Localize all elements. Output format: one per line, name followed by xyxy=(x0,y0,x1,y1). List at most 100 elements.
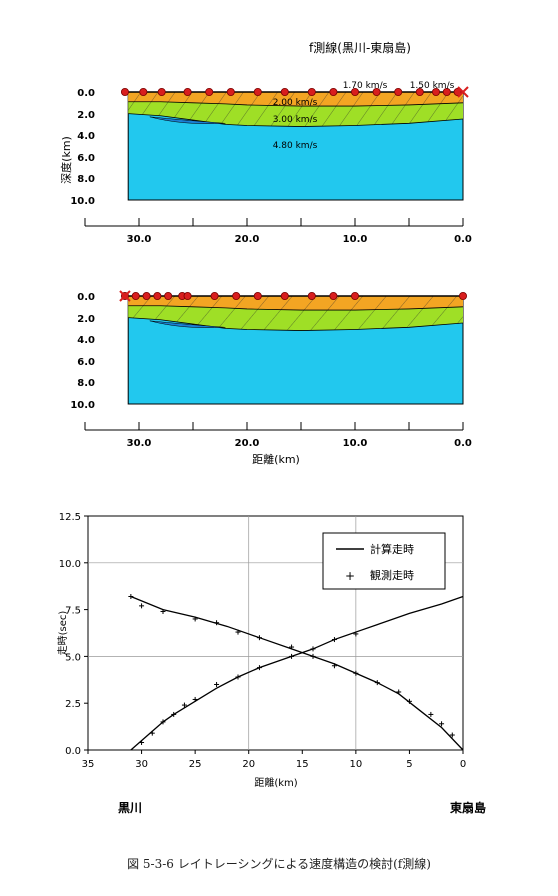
section1-ytick: 4.0 xyxy=(77,131,95,142)
section1-xtick: 30.0 xyxy=(127,234,152,245)
low-velocity-lens xyxy=(149,320,226,328)
observed-point xyxy=(181,702,187,708)
xtick-label: 35 xyxy=(82,759,95,770)
section2-ytick: 0.0 xyxy=(77,292,95,303)
shot-marker xyxy=(329,88,338,97)
interface-2 xyxy=(128,113,464,127)
calculated-travel-time-line xyxy=(130,595,464,751)
section2-ytick: 2.0 xyxy=(77,314,95,325)
figure-caption: 図 5-3-6 レイトレーシングによる速度構造の検討(f測線) xyxy=(127,857,431,871)
shot-marker xyxy=(120,88,129,97)
observed-point xyxy=(160,608,166,614)
section2-xlabel: 距離(km) xyxy=(252,452,300,466)
shot-marker xyxy=(329,291,338,300)
traveltime-chart: 35 30 25 20 15 10 5 0 0.0 2.5 5.0 7.5 10.0 12.5 計算走時 … xyxy=(57,512,486,815)
interface-2 xyxy=(128,317,464,331)
shot-marker xyxy=(153,291,162,300)
observed-point xyxy=(128,593,134,599)
legend-plus-symbol: + xyxy=(345,569,355,583)
legend-calc-label: 計算走時 xyxy=(370,542,414,556)
shot-marker xyxy=(350,291,359,300)
xtick-label: 30 xyxy=(135,759,148,770)
shot-marker xyxy=(307,291,316,300)
shot-marker xyxy=(131,291,140,300)
velocity-label-4: 3.00 km/s xyxy=(273,115,318,125)
plot-xlabel: 距離(km) xyxy=(254,776,297,789)
section1-xtick: 0.0 xyxy=(454,234,472,245)
shot-marker xyxy=(350,88,359,97)
section1-title: f測線(黒川-東扇島) xyxy=(309,40,411,55)
xtick-label: 0 xyxy=(460,759,466,770)
observed-point xyxy=(289,644,295,650)
plot-ylabel: 走時(sec) xyxy=(57,611,69,656)
shot-marker xyxy=(442,88,451,97)
shot-marker xyxy=(253,88,262,97)
observed-point xyxy=(214,620,220,626)
shot-marker xyxy=(372,88,381,97)
shot-marker xyxy=(183,88,192,97)
observed-point xyxy=(428,711,434,717)
receiver-x-icon xyxy=(457,86,469,98)
observed-point xyxy=(214,681,220,687)
observed-point xyxy=(449,732,455,738)
section2-xtick: 10.0 xyxy=(343,438,368,449)
observed-point xyxy=(160,719,166,725)
section1-ytick: 10.0 xyxy=(70,196,95,207)
shot-marker xyxy=(164,291,173,300)
section2-ytick: 6.0 xyxy=(77,357,95,368)
observed-point xyxy=(171,711,177,717)
legend-obs-label: 観測走時 xyxy=(370,568,414,582)
velocity-label-1: 1.70 km/s xyxy=(343,81,388,91)
ytick-label: 5.0 xyxy=(65,652,81,663)
velocity-label-5: 4.80 km/s xyxy=(273,141,318,151)
section2-xtick: 30.0 xyxy=(127,438,152,449)
shot-marker xyxy=(415,88,424,97)
observed-point xyxy=(139,740,145,746)
observed-point xyxy=(149,730,155,736)
xtick-label: 10 xyxy=(349,759,362,770)
observed-point xyxy=(396,689,402,695)
observed-point xyxy=(139,603,145,609)
velocity-label-2: 1.50 km/s xyxy=(410,81,455,91)
xtick-label: 5 xyxy=(406,759,412,770)
interface-1 xyxy=(128,305,464,311)
low-velocity-lens xyxy=(149,116,226,124)
shot-marker xyxy=(210,291,219,300)
observed-point xyxy=(353,631,359,637)
shot-marker xyxy=(458,291,467,300)
section1-layers xyxy=(120,86,469,201)
shot-marker xyxy=(453,88,462,97)
ytick-label: 10.0 xyxy=(59,559,81,570)
ytick-label: 7.5 xyxy=(65,606,81,617)
observed-point xyxy=(235,629,241,635)
section1-ytick: 6.0 xyxy=(77,153,95,164)
ytick-label: 12.5 xyxy=(59,512,81,523)
observed-point xyxy=(256,635,262,641)
xtick-label: 20 xyxy=(242,759,255,770)
observed-point xyxy=(235,674,241,680)
shot-marker xyxy=(232,291,241,300)
receiver-x-icon xyxy=(119,290,131,302)
legend-box xyxy=(322,532,446,590)
observed-point xyxy=(256,665,262,671)
section2-ytick: 10.0 xyxy=(70,400,95,411)
shot-marker xyxy=(139,88,148,97)
velocity-section-2: 0.0 2.0 4.0 6.0 8.0 10.0 30.0 20.0 10.0 … xyxy=(70,290,472,466)
section1-xtick: 20.0 xyxy=(235,234,260,245)
observed-point xyxy=(353,670,359,676)
shot-marker xyxy=(183,291,192,300)
section1-ytick: 8.0 xyxy=(77,174,95,185)
shot-marker xyxy=(431,88,440,97)
observed-point xyxy=(192,616,198,622)
section2-layers xyxy=(119,290,467,405)
ytick-label: 0.0 xyxy=(65,746,81,757)
left-endpoint-label: 黒川 xyxy=(118,801,142,815)
section2-ytick: 4.0 xyxy=(77,335,95,346)
section2-xtick: 0.0 xyxy=(454,438,472,449)
observed-point xyxy=(192,696,198,702)
observed-point xyxy=(289,653,295,659)
shot-marker xyxy=(253,291,262,300)
ytick-label: 2.5 xyxy=(65,699,81,710)
section1-ytick: 0.0 xyxy=(77,88,95,99)
